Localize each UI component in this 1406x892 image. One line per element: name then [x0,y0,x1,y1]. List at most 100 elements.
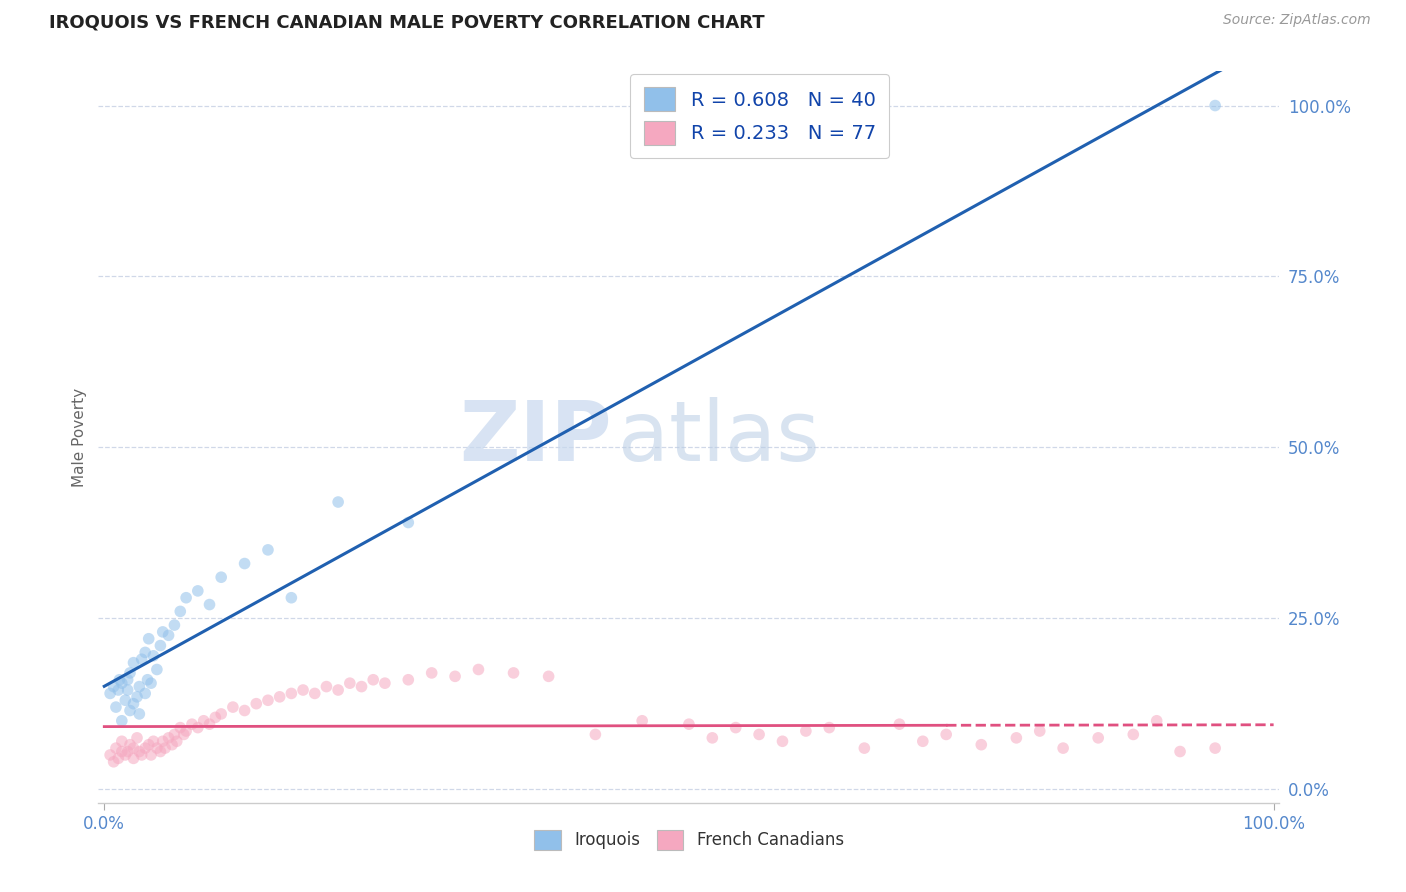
Point [122,697,145,711]
Point [444,669,467,683]
Point [204,710,226,724]
Point [537,669,560,683]
Point [889,717,911,731]
Point [209,570,232,584]
Point [122,656,145,670]
Point [181,717,204,731]
Point [169,604,191,618]
Point [118,738,141,752]
Point [134,645,156,659]
Point [125,690,148,704]
Text: atlas: atlas [619,397,820,477]
Point [935,727,957,741]
Point [139,676,162,690]
Point [173,727,195,741]
Point [818,721,841,735]
Point [139,747,162,762]
Text: Source: ZipAtlas.com: Source: ZipAtlas.com [1223,13,1371,28]
Point [134,686,156,700]
Point [245,697,267,711]
Point [361,673,384,687]
Point [233,704,256,718]
Point [702,731,724,745]
Point [1005,731,1028,745]
Point [125,731,148,745]
Point [118,704,141,718]
Point [142,648,165,663]
Point [142,734,165,748]
Point [326,683,349,698]
Point [152,734,174,748]
Text: IROQUOIS VS FRENCH CANADIAN MALE POVERTY CORRELATION CHART: IROQUOIS VS FRENCH CANADIAN MALE POVERTY… [49,13,765,31]
Point [103,680,125,694]
Point [209,706,232,721]
Point [111,676,134,690]
Point [128,745,150,759]
Point [107,683,129,698]
Point [169,721,191,735]
Point [122,751,145,765]
Point [114,747,136,762]
Point [153,741,176,756]
Point [146,663,169,677]
Point [134,741,156,756]
Point [257,693,280,707]
Point [315,680,337,694]
Point [1052,741,1074,756]
Point [157,731,180,745]
Point [149,745,172,759]
Point [117,745,139,759]
Point [198,598,221,612]
Point [163,618,186,632]
Point [257,542,280,557]
Point [104,741,127,756]
Point [187,583,209,598]
Point [396,673,419,687]
Point [280,686,302,700]
Point [280,591,302,605]
Point [970,738,993,752]
Point [111,734,134,748]
Point [128,706,150,721]
Point [304,686,326,700]
Point [502,665,524,680]
Point [131,747,153,762]
Point [748,727,770,741]
Point [103,755,125,769]
Point [117,683,139,698]
Point [98,747,121,762]
Legend: Iroquois, French Canadians: Iroquois, French Canadians [527,823,851,856]
Point [911,734,934,748]
Point [467,663,489,677]
Point [350,680,373,694]
Point [339,676,361,690]
Point [174,591,197,605]
Point [678,717,700,731]
Point [1122,727,1144,741]
Point [136,673,159,687]
Point [222,700,245,714]
Point [166,734,188,748]
Point [98,686,121,700]
Point [631,714,654,728]
Point [138,738,160,752]
Point [1204,98,1226,112]
Point [374,676,396,690]
Point [396,516,419,530]
Point [117,673,139,687]
Point [1087,731,1109,745]
Point [111,745,134,759]
Point [107,751,129,765]
Point [114,693,136,707]
Point [198,717,221,731]
Point [1146,714,1168,728]
Point [853,741,876,756]
Point [326,495,349,509]
Point [292,683,315,698]
Point [583,727,606,741]
Point [128,680,150,694]
Point [1204,741,1226,756]
Point [104,700,127,714]
Point [138,632,160,646]
Y-axis label: Male Poverty: Male Poverty [72,387,87,487]
